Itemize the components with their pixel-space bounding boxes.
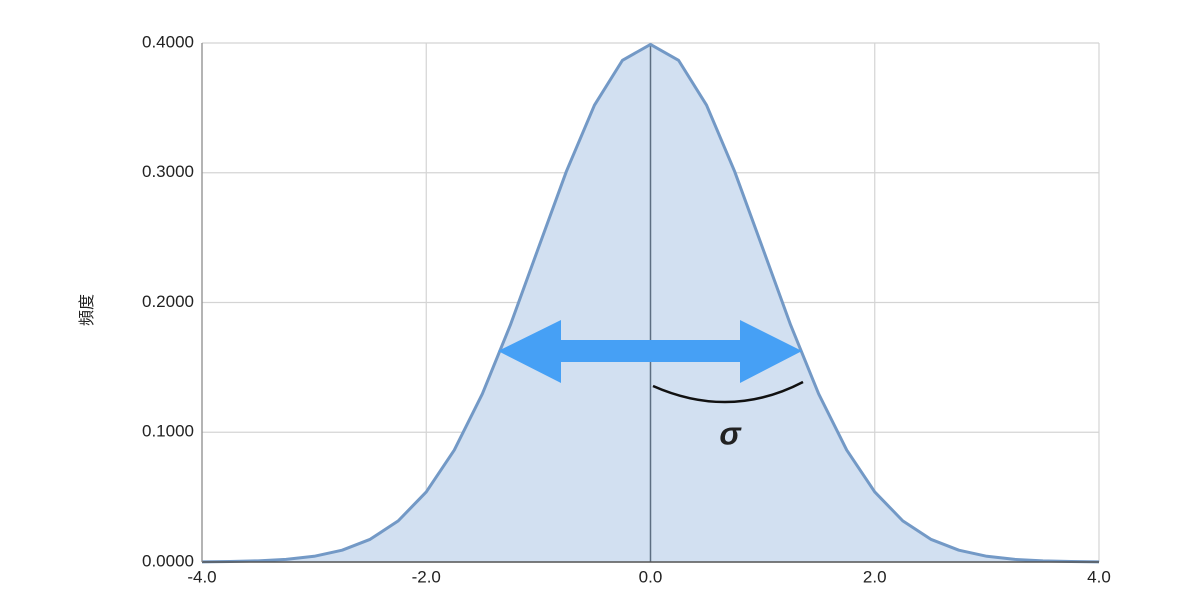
y-tick-label: 0.0000 [142,551,194,570]
y-tick-label: 0.1000 [142,422,194,441]
annotation-shapes [498,320,804,404]
line [201,42,1100,564]
x-tick-label: 4.0 [1087,567,1111,586]
plot [201,42,1100,564]
double-arrow [498,320,802,383]
sigma-arc [652,380,804,404]
y-tick-label: 0.4000 [142,32,194,51]
y-tick-label: 0.2000 [142,292,194,311]
x-tick-label: 2.0 [863,567,887,586]
sigma-label: σ [719,415,742,451]
x-tick-label: -2.0 [412,567,441,586]
y-tick-label: 0.3000 [142,162,194,181]
x-tick-label: -4.0 [187,567,216,586]
y-axis-label: 頻度 [78,294,96,326]
x-tick-label: 0.0 [639,567,663,586]
